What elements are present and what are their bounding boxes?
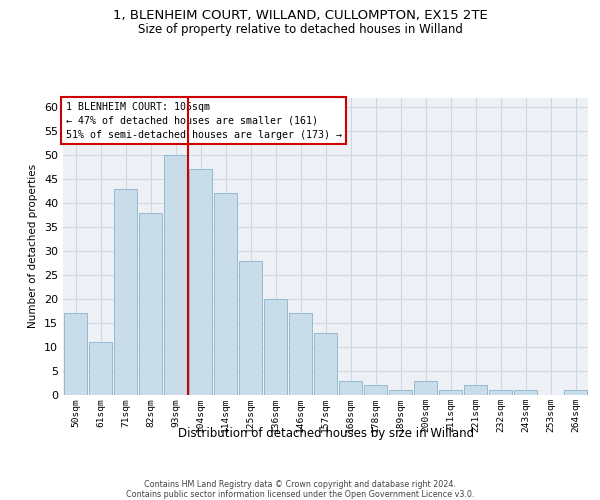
Bar (64, 314, 87, 395)
Bar (464, 386, 487, 395)
Bar (139, 212, 162, 395)
Bar (214, 194, 237, 395)
Bar (489, 390, 512, 395)
Text: 1 BLENHEIM COURT: 105sqm
← 47% of detached houses are smaller (161)
51% of semi-: 1 BLENHEIM COURT: 105sqm ← 47% of detach… (65, 102, 341, 140)
Bar (414, 380, 437, 395)
Bar (114, 188, 137, 395)
Bar (514, 390, 537, 395)
Text: 1, BLENHEIM COURT, WILLAND, CULLOMPTON, EX15 2TE: 1, BLENHEIM COURT, WILLAND, CULLOMPTON, … (113, 8, 487, 22)
Bar (264, 299, 287, 395)
Bar (564, 390, 587, 395)
Text: Size of property relative to detached houses in Willand: Size of property relative to detached ho… (137, 22, 463, 36)
Bar (439, 390, 462, 395)
Bar (314, 332, 337, 395)
Text: Distribution of detached houses by size in Willand: Distribution of detached houses by size … (178, 428, 474, 440)
Bar (164, 155, 187, 395)
Y-axis label: Number of detached properties: Number of detached properties (28, 164, 38, 328)
Bar (89, 342, 112, 395)
Bar (364, 386, 387, 395)
Bar (339, 380, 362, 395)
Bar (289, 314, 312, 395)
Bar (189, 170, 212, 395)
Bar (389, 390, 412, 395)
Text: Contains HM Land Registry data © Crown copyright and database right 2024.
Contai: Contains HM Land Registry data © Crown c… (126, 480, 474, 499)
Bar (239, 260, 262, 395)
